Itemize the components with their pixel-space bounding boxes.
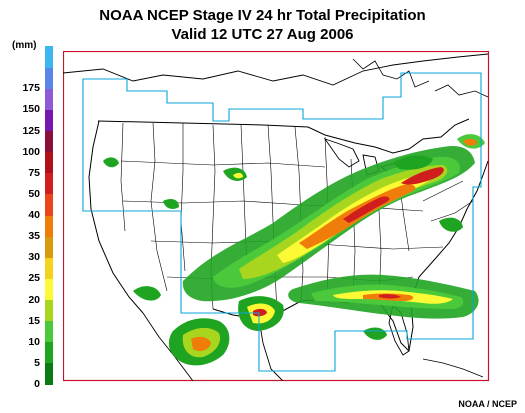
colorbar-segment	[45, 46, 53, 68]
colorbar-tick-label: 175	[22, 82, 40, 95]
colorbar-tick-label: 150	[22, 103, 40, 116]
colorbar-tick-label: 20	[28, 293, 40, 306]
colorbar-tick-label: 125	[22, 124, 40, 137]
colorbar-segment	[45, 257, 53, 279]
colorbar-segment	[45, 130, 53, 153]
colorbar-segment	[45, 299, 53, 322]
map-title: NOAA NCEP Stage IV 24 hr Total Precipita…	[99, 7, 426, 24]
colorbar-segment	[45, 88, 53, 110]
precipitation-field	[103, 134, 485, 366]
map-subtitle: Valid 12 UTC 27 Aug 2006	[171, 26, 354, 43]
colorbar-segment	[45, 67, 53, 89]
colorbar-tick-label: 5	[34, 356, 40, 369]
colorbar-tick-label: 15	[28, 314, 40, 327]
colorbar-segment	[45, 215, 53, 237]
colorbar-segment	[45, 341, 53, 364]
map-frame	[63, 51, 490, 382]
colorbar-tick-label: 40	[28, 209, 40, 221]
precipitation-map	[63, 51, 490, 382]
colorbar-tick-label: 10	[28, 335, 40, 348]
colorbar-segment	[45, 320, 53, 343]
colorbar-segment	[45, 193, 53, 216]
credit-label: NOAA / NCEP	[458, 399, 517, 409]
colorbar-tick-label: 75	[28, 166, 40, 179]
colorbar-segment	[45, 172, 53, 195]
colorbar-tick-label: 100	[22, 145, 40, 158]
colorbar-segment	[45, 151, 53, 174]
colorbar-segment	[45, 362, 53, 385]
legend-unit-label: (mm)	[12, 40, 37, 51]
colorbar-segment	[45, 109, 53, 131]
colorbar-segment	[45, 236, 53, 258]
precipitation-colorbar	[45, 46, 53, 385]
colorbar-tick-label: 0	[34, 378, 40, 390]
colorbar-tick-label: 35	[28, 230, 40, 243]
colorbar-tick-label: 30	[28, 251, 40, 264]
analysis-domain-outline	[82, 72, 482, 372]
colorbar-tick-label: 50	[28, 187, 40, 200]
colorbar-tick-label: 25	[28, 272, 40, 285]
colorbar-segment	[45, 278, 53, 300]
